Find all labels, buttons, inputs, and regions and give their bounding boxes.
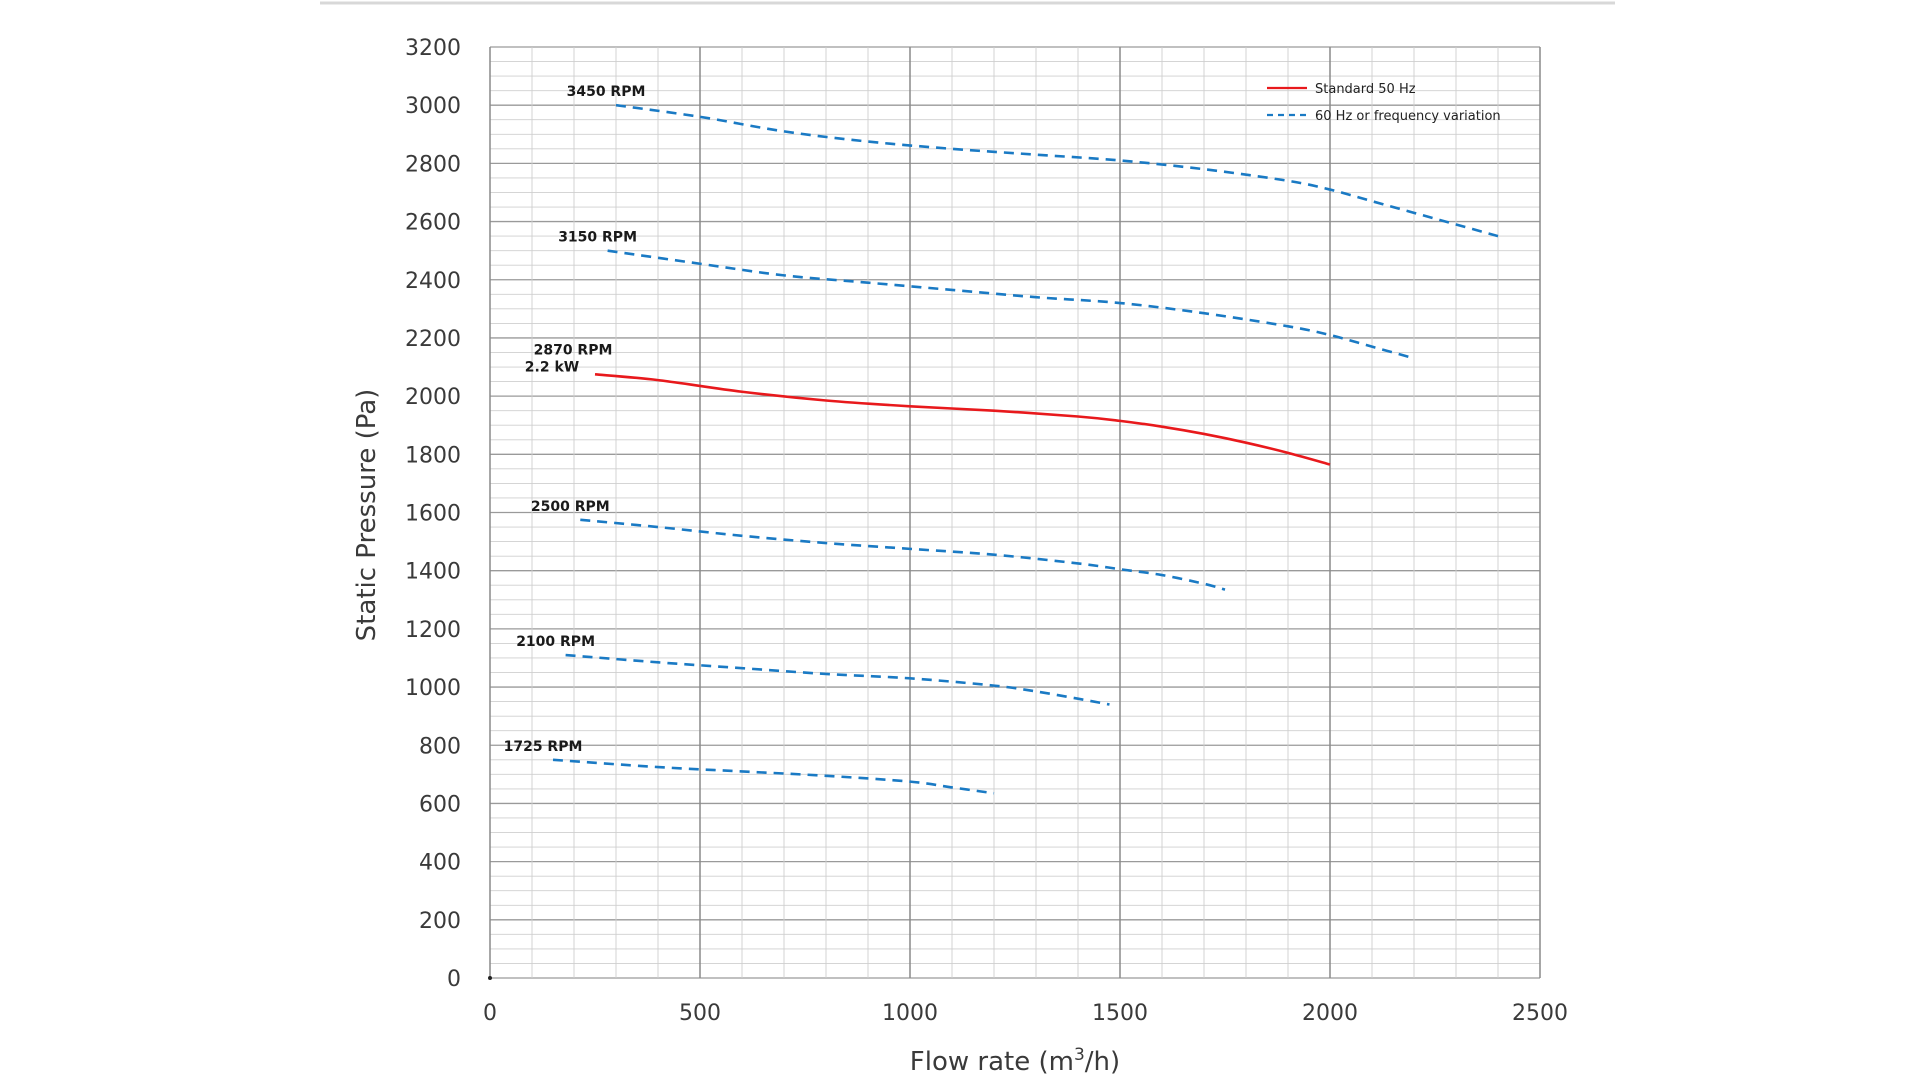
curve-label-rpm: 2500 RPM bbox=[531, 499, 610, 515]
y-tick-label: 2400 bbox=[405, 269, 461, 294]
legend-label-standard: Standard 50 Hz bbox=[1315, 82, 1416, 97]
y-tick-label: 0 bbox=[447, 967, 461, 992]
y-tick-label: 1600 bbox=[405, 502, 461, 527]
series-line bbox=[607, 249, 1415, 360]
origin-dot bbox=[488, 976, 492, 980]
x-axis-title-sup: 3 bbox=[1074, 1045, 1085, 1065]
curve-label-rpm: 3450 RPM bbox=[567, 84, 646, 100]
y-tick-labels: 0 200 400 600 800 1000 1200 1400 1600 1800 2000 220… bbox=[405, 36, 461, 992]
x-axis-title-main: Flow rate (m bbox=[910, 1047, 1074, 1077]
series-line bbox=[594, 373, 1331, 466]
x-tick-label: 2000 bbox=[1302, 1001, 1358, 1026]
y-tick-label: 1000 bbox=[405, 676, 461, 701]
y-axis-title: Static Pressure (Pa) bbox=[352, 389, 382, 642]
y-tick-label: 2000 bbox=[405, 385, 461, 410]
curve-label-rpm: 2100 RPM bbox=[516, 634, 595, 650]
curve-label-rpm: 1725 RPM bbox=[504, 739, 583, 755]
y-tick-label: 3000 bbox=[405, 94, 461, 119]
y-tick-label: 3200 bbox=[405, 36, 461, 61]
y-tick-label: 1400 bbox=[405, 560, 461, 585]
x-tick-labels: 0 500 1000 1500 2000 2500 bbox=[483, 976, 1568, 1026]
y-tick-label: 1200 bbox=[405, 618, 461, 643]
y-tick-label: 2200 bbox=[405, 327, 461, 352]
series-line bbox=[565, 653, 1110, 706]
x-axis-title: Flow rate (m3/h) bbox=[910, 1045, 1120, 1077]
x-tick-label: 1500 bbox=[1092, 1001, 1148, 1026]
y-tick-label: 600 bbox=[419, 792, 461, 817]
legend-label-variation: 60 Hz or frequency variation bbox=[1315, 109, 1501, 124]
x-axis-title-end: /h) bbox=[1085, 1047, 1120, 1077]
curves bbox=[552, 103, 1499, 795]
y-tick-label: 200 bbox=[419, 909, 461, 934]
x-tick-label: 0 bbox=[483, 1001, 497, 1026]
y-tick-label: 1800 bbox=[405, 443, 461, 468]
curve-label-rpm: 3150 RPM bbox=[558, 230, 637, 246]
x-tick-label: 1000 bbox=[882, 1001, 938, 1026]
y-tick-label: 400 bbox=[419, 851, 461, 876]
x-tick-label: 500 bbox=[679, 1001, 721, 1026]
y-tick-label: 2600 bbox=[405, 211, 461, 236]
curve-label-power: 2.2 kW bbox=[525, 359, 579, 375]
series-line bbox=[580, 518, 1226, 591]
grid bbox=[489, 46, 1541, 979]
series-line bbox=[615, 103, 1499, 238]
x-tick-label: 2500 bbox=[1512, 1001, 1568, 1026]
y-tick-label: 800 bbox=[419, 734, 461, 759]
y-tick-label: 2800 bbox=[405, 152, 461, 177]
legend: Standard 50 Hz 60 Hz or frequency variat… bbox=[1267, 82, 1501, 124]
curve-label-rpm: 2870 RPM bbox=[534, 342, 613, 358]
series-line bbox=[552, 758, 995, 795]
